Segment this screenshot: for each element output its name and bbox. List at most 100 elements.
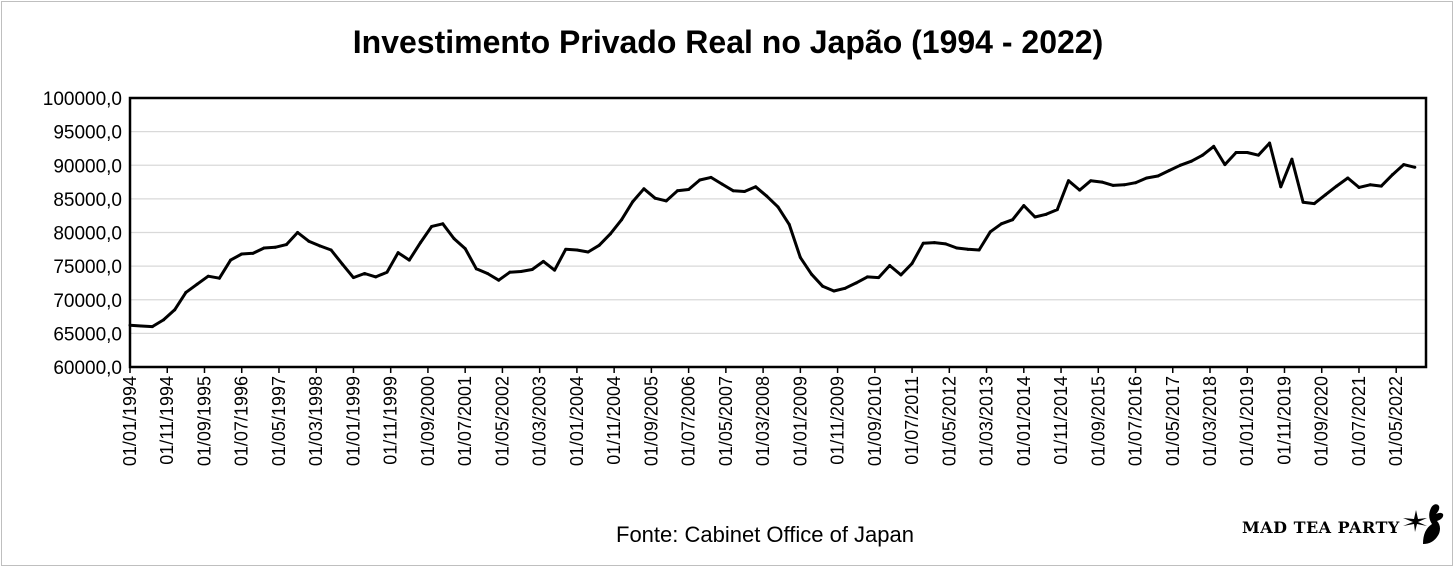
data-point: [620, 218, 624, 222]
brand-label: MAD TEA PARTY: [1242, 518, 1400, 537]
x-tick-label: 01/11/2019: [1274, 376, 1294, 465]
y-tick-label: 90000,0: [53, 156, 122, 177]
data-point: [1156, 174, 1160, 178]
data-point: [999, 222, 1003, 226]
data-point: [396, 251, 400, 255]
x-tick-label: 01/07/2016: [1126, 376, 1146, 466]
data-point: [921, 241, 925, 245]
data-point: [541, 259, 545, 263]
data-point: [150, 325, 154, 329]
data-point: [1212, 144, 1216, 148]
x-tick-label: 01/03/2003: [530, 376, 550, 466]
data-point: [821, 284, 825, 288]
data-point: [1379, 184, 1383, 188]
data-point: [1223, 163, 1227, 167]
data-point: [497, 278, 501, 282]
data-point: [217, 276, 221, 280]
data-point: [1189, 159, 1193, 163]
x-tick-label: 01/01/2004: [567, 376, 587, 466]
data-point: [1134, 181, 1138, 185]
chart-title: Investimento Privado Real no Japão (1994…: [352, 24, 1104, 60]
x-tick-label: 01/01/2019: [1237, 376, 1257, 466]
y-tick-label: 75000,0: [53, 257, 122, 278]
data-point: [888, 263, 892, 267]
data-point: [1022, 204, 1026, 208]
x-tick-label: 01/03/2018: [1200, 376, 1220, 466]
data-point: [1290, 157, 1294, 161]
data-point: [1122, 183, 1126, 187]
data-point: [173, 308, 177, 312]
x-axis-ticks: 01/01/1994 01/11/1994 01/09/1995 01/07/1996…: [120, 367, 1406, 466]
data-point: [363, 272, 367, 276]
data-point: [1234, 150, 1238, 154]
data-point: [787, 222, 791, 226]
data-point: [597, 243, 601, 247]
data-point: [340, 262, 344, 266]
x-tick-label: 01/09/2005: [641, 376, 661, 466]
data-point: [463, 247, 467, 251]
series-line: [129, 141, 1416, 329]
y-tick-label: 100000,0: [43, 89, 122, 110]
data-point: [754, 185, 758, 189]
x-tick-label: 01/01/1999: [343, 376, 363, 466]
data-point: [776, 205, 780, 209]
y-tick-label: 60000,0: [53, 358, 122, 379]
plot-area-border: [128, 96, 1428, 369]
x-tick-label: 01/07/2001: [455, 376, 475, 466]
data-point: [1335, 184, 1339, 188]
data-point: [240, 252, 244, 256]
data-point: [731, 189, 735, 193]
x-tick-label: 01/01/2009: [790, 376, 810, 466]
x-tick-label: 01/05/1997: [269, 376, 289, 466]
x-tick-label: 01/09/1995: [194, 376, 214, 466]
data-point: [1256, 153, 1260, 157]
x-tick-label: 01/03/1998: [306, 376, 326, 466]
data-point: [608, 232, 612, 236]
x-tick-label: 01/07/1996: [232, 376, 252, 466]
data-point: [698, 178, 702, 182]
data-point: [765, 194, 769, 198]
data-point: [675, 189, 679, 193]
data-point: [1178, 163, 1182, 167]
x-tick-label: 01/11/2009: [828, 376, 848, 465]
data-point: [742, 189, 746, 193]
data-point: [1268, 141, 1272, 145]
data-point: [865, 275, 869, 279]
x-tick-label: 01/03/2008: [753, 376, 773, 466]
y-tick-label: 85000,0: [53, 190, 122, 211]
data-point: [1323, 193, 1327, 197]
x-tick-label: 01/07/2021: [1349, 376, 1369, 466]
data-point: [229, 258, 233, 262]
x-tick-label: 01/05/2007: [716, 376, 736, 466]
data-point: [1167, 169, 1171, 173]
data-point: [452, 237, 456, 241]
y-tick-label: 80000,0: [53, 224, 122, 245]
data-point: [296, 231, 300, 234]
data-point: [273, 245, 277, 249]
data-point: [519, 270, 523, 274]
data-point: [1402, 163, 1406, 167]
data-point: [1089, 179, 1093, 183]
x-tick-label: 01/07/2006: [679, 376, 699, 466]
data-point: [955, 246, 959, 250]
y-tick-label: 95000,0: [53, 123, 122, 144]
data-point: [1312, 202, 1316, 206]
data-point: [720, 182, 724, 186]
series-layer: [128, 141, 1417, 329]
data-point: [184, 290, 188, 294]
data-point: [162, 318, 166, 322]
data-point: [944, 242, 948, 246]
y-tick-label: 70000,0: [53, 291, 122, 312]
data-point: [810, 272, 814, 276]
data-point: [709, 175, 713, 179]
data-point: [977, 248, 981, 252]
x-tick-label: 01/03/2013: [977, 376, 997, 466]
data-point: [631, 200, 635, 204]
data-point: [854, 281, 858, 285]
data-point: [284, 243, 288, 247]
data-point: [430, 224, 434, 228]
data-point: [206, 274, 210, 278]
data-point: [329, 248, 333, 252]
